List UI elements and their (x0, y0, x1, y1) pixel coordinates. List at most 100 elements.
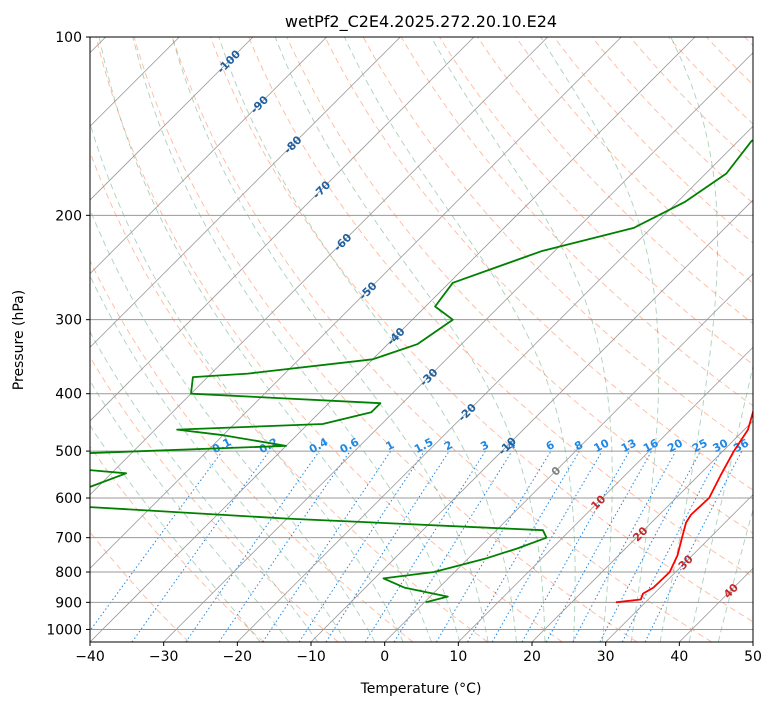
moist-adiabat-40 (688, 364, 753, 642)
x-tick-label: 0 (380, 649, 389, 665)
dry-adiabat-110 (439, 37, 753, 365)
isotherm--40 (90, 37, 696, 642)
y-axis: 100 200 300 400 500 600 700 800 900 1000 (46, 30, 90, 638)
moist-adiabat-16 (218, 37, 517, 642)
dry-adiabat-90 (362, 37, 753, 449)
mixing-ratio-line-0.6 (218, 450, 351, 642)
y-axis-label: Pressure (hPa) (11, 290, 27, 390)
mixing-ratio-line-0.4 (185, 450, 320, 642)
mixing-ratio-line-13 (521, 450, 630, 642)
dry-adiabat-70 (286, 37, 753, 534)
x-tick-label: −30 (149, 649, 179, 665)
isotherm-20 (531, 420, 753, 642)
moist-adiabat-4 (98, 37, 432, 642)
dry-adiabat-20 (95, 37, 563, 642)
mixing-ratio-line-2 (325, 450, 450, 642)
x-tick-label: 10 (449, 649, 467, 665)
profile-lines (90, 139, 753, 604)
mixing-ratio-label: 10 (592, 436, 612, 455)
dry-adiabat-140 (553, 37, 753, 244)
x-tick-label: 20 (523, 649, 541, 665)
isotherm--100 (90, 37, 254, 201)
isotherm-0 (384, 273, 753, 642)
temperature-profile (615, 408, 753, 604)
mixing-ratio-label: 20 (665, 436, 685, 455)
mixing-ratio-line-0.1 (90, 450, 223, 632)
moist-adiabat-24 (343, 37, 576, 642)
dry-adiabat-100 (400, 37, 753, 407)
y-tick-label: 800 (55, 565, 82, 581)
moist-adiabat--16 (90, 380, 290, 642)
x-tick-label: −20 (223, 649, 253, 665)
y-tick-label: 100 (55, 30, 82, 46)
moist-adiabat-28 (430, 37, 613, 642)
x-tick-label: 50 (744, 649, 762, 665)
x-tick-label: −40 (75, 649, 105, 665)
x-axis-label: Temperature (°C) (360, 681, 482, 697)
moist-adiabat--8 (90, 274, 347, 642)
mixing-ratio-line-20 (572, 450, 677, 642)
moist-adiabat--12 (90, 330, 319, 642)
mixing-ratio-line-4 (393, 450, 513, 642)
y-tick-label: 700 (55, 531, 82, 547)
moist-adiabat-0 (90, 121, 404, 642)
mixing-ratio-label: 16 (641, 436, 661, 455)
chart-title: wetPf2_C2E4.2025.272.20.10.E24 (285, 12, 557, 32)
mixing-ratio-line-0.2 (131, 450, 270, 642)
mixing-ratio-line-36 (644, 450, 743, 642)
y-tick-label: 400 (55, 387, 82, 403)
isotherm--30 (163, 52, 753, 642)
y-tick-label: 600 (55, 491, 82, 507)
moist-adiabat-20 (274, 37, 546, 642)
dry-adiabat-40 (171, 37, 712, 642)
y-tick-label: 200 (55, 208, 82, 224)
moist-adiabat-36 (659, 37, 719, 642)
isotherms (90, 37, 753, 642)
isobars (90, 37, 753, 630)
dewpoint-profile (90, 139, 753, 604)
dry-adiabat-10 (90, 150, 488, 642)
isotherm--10 (310, 199, 753, 642)
isotherm--90 (90, 37, 327, 275)
isotherm--70 (90, 37, 475, 422)
dry-adiabat-0 (90, 259, 414, 642)
dry-adiabats (90, 37, 753, 642)
plot-area: 0.1 0.2 0.4 0.6 1 1.5 2 3 4 6 8 10 13 16 20 25 30 36-100-… (90, 37, 753, 642)
moist-adiabats (90, 37, 753, 642)
isotherm-30 (605, 494, 753, 642)
dry-adiabat-60 (248, 37, 753, 578)
mixing-ratio-label: 25 (690, 436, 710, 455)
y-tick-label: 300 (55, 313, 82, 329)
moist-adiabat-8 (132, 37, 461, 642)
moist-adiabat-44 (717, 508, 753, 642)
isotherm-10 (458, 346, 753, 642)
mixing-ratio-label: 30 (711, 436, 731, 455)
x-tick-label: 30 (597, 649, 615, 665)
mixing-ratio-label: 13 (619, 436, 639, 455)
isotherm--80 (90, 37, 401, 348)
mixing-ratio-line-1.5 (298, 450, 425, 642)
dry-adiabat--20 (90, 445, 264, 642)
dry-adiabat-160 (629, 37, 753, 165)
x-axis: −40 −30 −20 −10 0 10 20 30 40 50 (75, 642, 762, 665)
x-tick-label: −10 (296, 649, 326, 665)
mixing-ratio-line-1 (262, 450, 392, 642)
y-tick-label: 900 (55, 595, 82, 611)
dry-adiabat-30 (133, 37, 638, 642)
mixing-ratio-label: 36 (731, 436, 751, 455)
isotherm--60 (90, 37, 548, 496)
y-tick-label: 500 (55, 444, 82, 460)
moist-adiabat--4 (90, 208, 376, 642)
isotherm--50 (90, 37, 622, 569)
dry-adiabat-120 (477, 37, 753, 325)
moist-adiabat-12 (171, 37, 489, 642)
isotherm--20 (237, 125, 753, 642)
mixing-ratio-line-16 (545, 450, 653, 642)
dry-adiabat-150 (591, 37, 753, 204)
x-tick-label: 40 (670, 649, 688, 665)
mixing-ratio-lines (90, 450, 743, 642)
moist-adiabat--20 (90, 424, 261, 642)
y-tick-label: 1000 (46, 622, 82, 638)
plot-frame (89, 36, 754, 643)
